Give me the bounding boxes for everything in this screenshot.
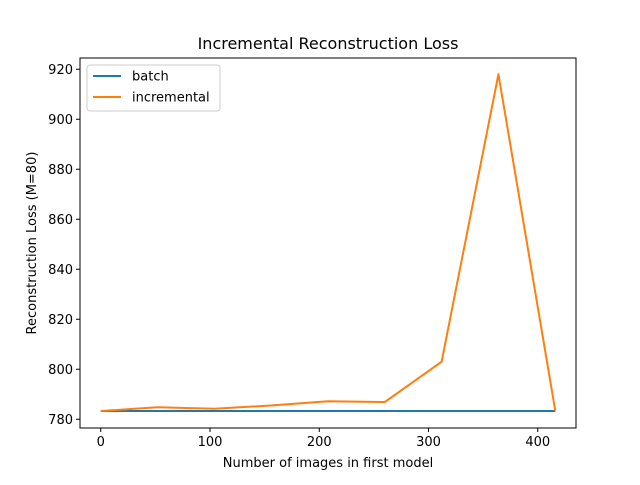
y-axis-label: Reconstruction Loss (M=80) xyxy=(25,152,40,335)
y-tick-label: 820 xyxy=(48,313,73,328)
y-tick-label: 780 xyxy=(48,413,73,428)
legend-label-incremental: incremental xyxy=(132,91,210,106)
series-layer xyxy=(100,73,557,412)
chart-title: Incremental Reconstruction Loss xyxy=(198,34,459,53)
x-tick-label: 200 xyxy=(307,435,332,450)
series-line-incremental xyxy=(100,73,557,412)
legend: batch incremental xyxy=(86,64,221,112)
x-axis-ticks: 0 100 200 300 400 xyxy=(97,428,550,450)
x-tick-label: 300 xyxy=(416,435,441,450)
y-tick-label: 800 xyxy=(48,363,73,378)
legend-label-batch: batch xyxy=(132,70,169,85)
x-tick-label: 0 xyxy=(97,435,105,450)
x-tick-label: 100 xyxy=(198,435,223,450)
y-tick-label: 900 xyxy=(48,113,73,128)
y-axis-ticks: 780 800 820 840 860 880 900 920 xyxy=(48,63,80,428)
x-tick-label: 400 xyxy=(525,435,550,450)
x-axis-label: Number of images in first model xyxy=(223,456,433,471)
plot-frame xyxy=(79,57,577,429)
y-tick-label: 840 xyxy=(48,263,73,278)
y-tick-label: 920 xyxy=(48,63,73,78)
y-tick-label: 880 xyxy=(48,163,73,178)
y-tick-label: 860 xyxy=(48,213,73,228)
